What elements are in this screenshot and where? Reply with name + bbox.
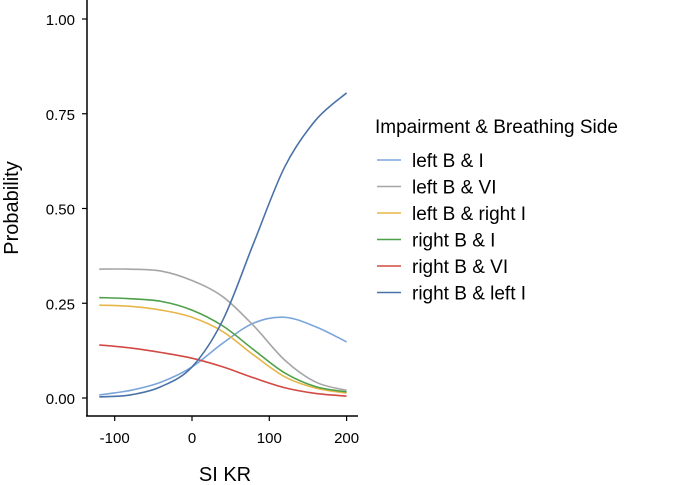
legend-label: right B & left I (412, 284, 526, 305)
y-tick-label: 0.50 (46, 202, 75, 219)
legend-label: left B & VI (412, 178, 496, 199)
x-tick-label: 200 (334, 430, 359, 447)
series-line-right-b-vi (99, 344, 347, 397)
legend-title: Impairment & Breathing Side (375, 117, 618, 138)
series-line-left-b-right-i (99, 304, 347, 394)
legend-label: right B & I (412, 231, 495, 252)
y-tick-label: 0.00 (46, 391, 75, 408)
series-line-left-b-vi (99, 268, 347, 392)
series-line-right-b-i (99, 296, 347, 393)
y-axis-title: Probability (1, 161, 23, 254)
x-tick-label: 100 (257, 430, 282, 447)
x-tick-label: 0 (188, 430, 196, 447)
legend-label: left B & I (412, 151, 484, 172)
legend-label: left B & right I (412, 204, 526, 225)
legend-label: right B & VI (412, 257, 508, 278)
series-line-left-b-i (99, 316, 347, 396)
x-axis-title: SI KR (199, 464, 251, 485)
x-tick-label: -100 (100, 430, 130, 447)
y-tick-label: 0.25 (46, 296, 75, 313)
y-tick-label: 0.75 (46, 107, 75, 124)
series-line-right-b-left-i (99, 92, 348, 398)
y-tick-label: 1.00 (46, 12, 75, 29)
